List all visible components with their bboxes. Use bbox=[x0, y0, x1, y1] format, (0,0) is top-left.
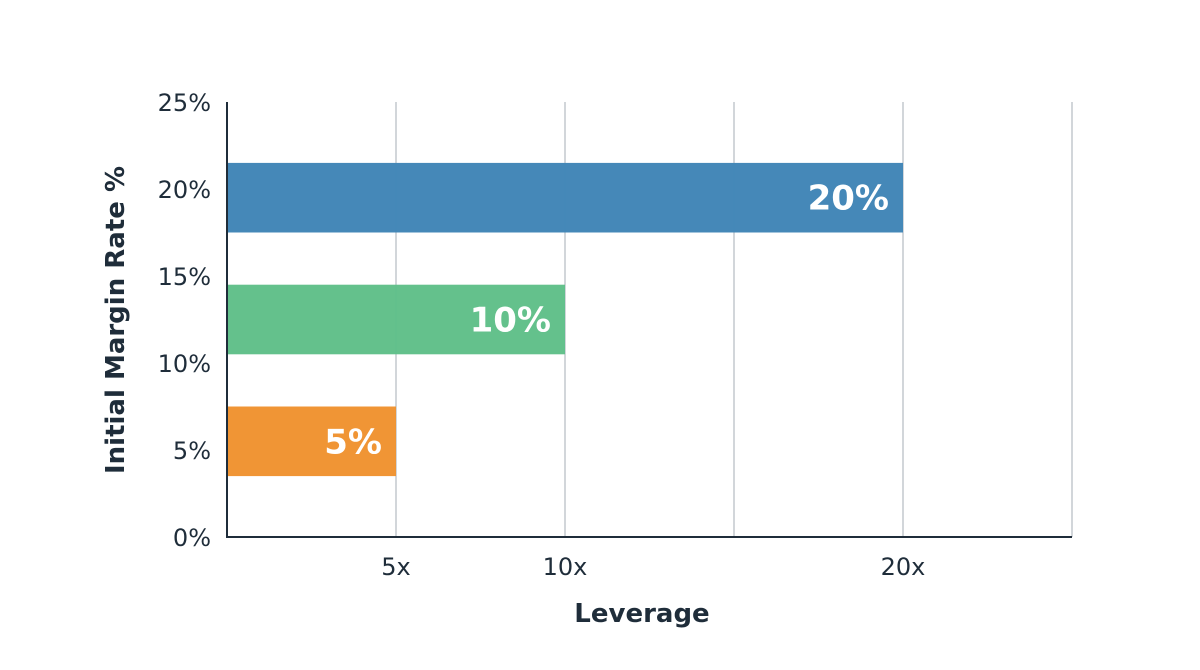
y-axis-title: Initial Margin Rate % bbox=[101, 166, 131, 474]
bar-20pct bbox=[227, 162, 903, 233]
y-tick-label-2: 10% bbox=[158, 350, 211, 378]
bar-value-label-0: 5% bbox=[324, 422, 382, 462]
bar-layer: 5% 10% 20% bbox=[227, 162, 903, 477]
bar-value-label-1: 10% bbox=[470, 301, 551, 341]
x-tick-label-1: 10x bbox=[543, 553, 588, 581]
bar-value-label-2: 20% bbox=[808, 179, 889, 219]
bar-5pct bbox=[227, 406, 396, 477]
x-tick-label-0: 5x bbox=[381, 553, 410, 581]
y-tick-label-5: 25% bbox=[158, 89, 211, 117]
bar-10pct bbox=[227, 284, 565, 355]
y-tick-label-4: 20% bbox=[158, 176, 211, 204]
x-tick-label-2: 20x bbox=[881, 553, 926, 581]
tick-layer: 0% 5% 10% 15% 20% 25% 5x 10x 20x bbox=[158, 89, 926, 581]
y-tick-label-1: 5% bbox=[173, 437, 211, 465]
y-tick-label-3: 15% bbox=[158, 263, 211, 291]
axis-layer bbox=[226, 102, 1072, 538]
y-tick-label-0: 0% bbox=[173, 524, 211, 552]
x-axis-title: Leverage bbox=[574, 599, 709, 629]
